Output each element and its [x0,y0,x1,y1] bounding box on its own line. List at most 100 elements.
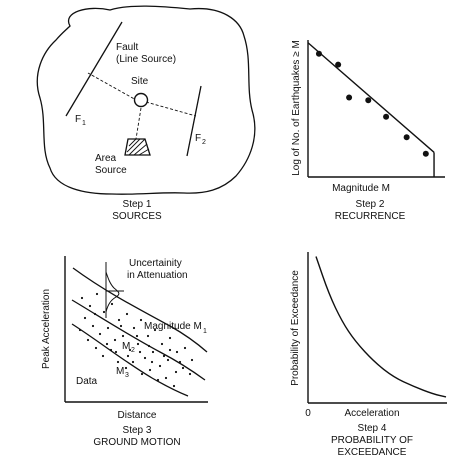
ground-motion-data-point [119,324,123,328]
m1-label: Magnitude M [144,321,202,332]
ground-motion-data-point [168,336,172,340]
ground-motion-data-point [105,342,109,346]
ground-motion-data-point [117,318,121,322]
ground-motion-data-point [140,372,144,376]
recurrence-data-point [365,97,372,104]
ground-motion-data-point [109,348,113,352]
f2-subscript: 2 [202,139,206,146]
m3-label: M [116,366,124,377]
ground-motion-data-point [178,360,182,364]
ground-motion-data-point [131,360,135,364]
ground-motion-data-point [168,348,172,352]
step4-ylabel: Probability of Exceedance [290,270,301,386]
ground-motion-data-point [158,364,162,368]
ground-motion-data-point [175,350,179,354]
ground-motion-data-point [102,310,106,314]
ground-motion-data-point [136,342,140,346]
site-label: Site [131,76,149,87]
step1-panel: Fault (Line Source) Site F 1 F 2 Area So… [36,5,256,222]
ground-motion-data-point [113,338,117,342]
ground-motion-data-point [156,378,160,382]
uncertainty-label: Uncertainity [129,258,182,269]
step4-title-2: EXCEEDANCE [338,447,407,458]
step4-plot-area [315,256,447,398]
ground-motion-data-point [138,350,142,354]
ground-motion-data-point [164,376,168,380]
ground-motion-data-point [183,346,187,350]
ground-motion-data-point [162,354,166,358]
ground-motion-data-point [80,296,84,300]
step3-panel: Uncertainity in Attenuation Magnitude M … [41,256,208,448]
step2-title: RECURRENCE [335,211,406,222]
f1-subscript: 1 [82,120,86,127]
ground-motion-data-point [110,302,114,306]
fault-line [65,21,123,117]
site-to-fault-path [87,72,139,102]
step4-origin-label: 0 [305,408,311,419]
recurrence-data-point [335,61,342,68]
ground-motion-data-point [124,366,128,370]
step4-xlabel: Acceleration [344,408,399,419]
m2-label: M [122,341,130,352]
step1-caption: Step 1 [123,199,152,210]
ground-motion-data-point [116,360,120,364]
f2-label: F [195,133,201,144]
recurrence-data-point [346,94,353,101]
m2-subscript: 2 [131,347,135,354]
ground-motion-data-point [150,360,154,364]
attenuation-curve-m3 [71,323,189,397]
step2-plot-area [307,42,435,177]
f1-label: F [75,114,81,125]
ground-motion-data-point [135,334,139,338]
recurrence-data-point [315,50,322,57]
site-to-area-path [135,107,142,140]
ground-motion-data-point [188,372,192,376]
exceedance-curve [315,256,447,398]
fault-label: Fault [116,42,138,53]
m3-subscript: 3 [125,372,129,379]
ground-motion-data-point [125,312,129,316]
ground-motion-data-point [151,350,155,354]
ground-motion-data-point [174,370,178,374]
recurrence-data-point [422,150,429,157]
fault-sublabel: (Line Source) [116,54,176,65]
step1-title: SOURCES [112,211,162,222]
ground-motion-data-point [190,358,194,362]
step2-panel: Log of No. of Earthquakes ≥ M Magnitude … [291,40,445,222]
ground-motion-data-point [86,338,90,342]
ground-motion-data-point [160,342,164,346]
ground-motion-data-point [148,368,152,372]
step4-caption: Step 4 [358,423,387,434]
ground-motion-data-point [91,324,95,328]
area-source-shape [124,138,151,156]
data-label: Data [76,376,98,387]
step3-title: GROUND MOTION [93,437,180,448]
area-label-2: Source [95,165,127,176]
f2-fault-line [186,85,202,157]
ground-motion-data-point [101,354,105,358]
recurrence-data-point [383,113,390,120]
ground-motion-data-point [153,328,157,332]
ground-motion-data-point [146,334,150,338]
ground-motion-data-point [88,304,92,308]
attenuation-curve-m2 [71,299,206,381]
ground-motion-data-point [181,366,185,370]
m1-subscript: 1 [203,328,207,335]
step3-xlabel: Distance [118,410,157,421]
ground-motion-data-point [98,332,102,336]
ground-motion-data-point [93,312,97,316]
recurrence-fit-line [307,42,435,153]
site-to-f2-path [145,101,197,117]
uncertainty-label-2: in Attenuation [127,270,188,281]
ground-motion-data-points [78,292,194,388]
ground-motion-data-point [132,326,136,330]
ground-motion-data-point [83,316,87,320]
step3-ylabel: Peak Acceleration [41,289,52,369]
ground-motion-data-point [139,318,143,322]
step2-caption: Step 2 [356,199,385,210]
recurrence-data-point [403,134,410,141]
ground-motion-data-point [143,356,147,360]
ground-motion-data-point [166,358,170,362]
ground-motion-data-point [78,328,82,332]
